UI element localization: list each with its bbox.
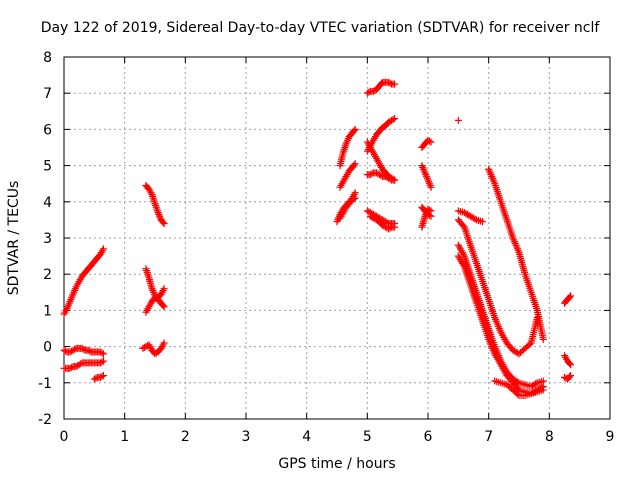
data-point: [567, 292, 575, 300]
data-point: [539, 335, 547, 343]
data-point: [160, 303, 168, 311]
y-tick-label: 5: [43, 159, 52, 175]
data-marker: [98, 358, 106, 366]
data-marker: [143, 268, 151, 276]
data-point: [99, 357, 107, 365]
data-marker: [377, 172, 385, 180]
data-point: [533, 314, 541, 322]
y-tick-label: 3: [43, 231, 52, 247]
data-point: [99, 245, 107, 253]
data-marker: [150, 198, 158, 206]
data-marker: [386, 79, 394, 87]
data-marker: [340, 147, 348, 155]
data-point: [427, 212, 435, 220]
x-tick-label: 8: [545, 429, 554, 445]
x-tick-label: 1: [120, 429, 129, 445]
data-marker: [92, 374, 100, 382]
data-marker: [386, 175, 394, 183]
data-marker: [152, 203, 160, 211]
x-tick-label: 4: [302, 429, 311, 445]
y-tick-label: 4: [43, 195, 52, 211]
data-marker: [159, 218, 167, 226]
data-point: [351, 189, 359, 197]
data-marker: [86, 347, 94, 355]
data-marker: [365, 88, 373, 96]
data-point: [567, 372, 575, 380]
data-marker: [426, 211, 434, 219]
y-tick-label: 8: [43, 50, 52, 66]
x-tick-label: 0: [60, 429, 69, 445]
data-marker: [98, 349, 106, 357]
y-tick-label: 2: [43, 267, 52, 283]
data-marker: [143, 267, 151, 275]
data-point: [160, 339, 168, 347]
data-marker: [80, 345, 88, 353]
data-point: [351, 160, 359, 168]
data-marker: [386, 224, 394, 232]
data-marker: [566, 359, 574, 367]
y-tick-label: 0: [43, 340, 52, 356]
x-tick-label: 3: [242, 429, 251, 445]
x-tick-label: 5: [363, 429, 372, 445]
data-point: [142, 265, 150, 273]
x-axis-label: GPS time / hours: [278, 456, 396, 472]
data-marker: [368, 170, 376, 178]
data-marker: [144, 272, 152, 280]
data-point: [567, 361, 575, 369]
y-tick-label: 6: [43, 122, 52, 138]
data-marker: [426, 137, 434, 145]
data-point: [351, 125, 359, 133]
data-marker: [566, 293, 574, 301]
data-marker: [159, 302, 167, 310]
data-marker: [340, 145, 348, 153]
data-marker: [77, 360, 85, 368]
data-marker: [71, 345, 79, 353]
chart-title: Day 122 of 2019, Sidereal Day-to-day VTE…: [40, 20, 600, 36]
y-tick-label: -1: [38, 376, 52, 392]
data-marker: [350, 127, 358, 135]
y-tick-label: 1: [43, 303, 52, 319]
data-point: [454, 116, 462, 124]
data-point: [427, 183, 435, 191]
data-point: [99, 372, 107, 380]
data-marker: [532, 380, 540, 388]
data-marker: [350, 161, 358, 169]
data-marker: [513, 390, 521, 398]
data-point: [391, 115, 399, 123]
x-tick-label: 6: [424, 429, 433, 445]
data-point: [391, 223, 399, 231]
data-marker: [144, 270, 152, 278]
data-point: [391, 80, 399, 88]
data-marker: [150, 196, 158, 204]
data-marker: [68, 363, 76, 371]
data-marker: [152, 201, 160, 209]
x-tick-label: 9: [606, 429, 615, 445]
x-tick-label: 2: [181, 429, 190, 445]
data-point: [99, 350, 107, 358]
data-marker: [62, 347, 70, 355]
data-point: [539, 386, 547, 394]
x-tick-label: 7: [484, 429, 493, 445]
data-point: [427, 138, 435, 146]
data-marker: [389, 115, 397, 123]
data-marker: [566, 373, 574, 381]
y-tick-label: -2: [38, 412, 52, 428]
data-point: [479, 218, 487, 226]
data-point: [160, 220, 168, 228]
data-point: [151, 200, 159, 208]
y-tick-label: 7: [43, 86, 52, 102]
data-point: [160, 285, 168, 293]
data-point: [391, 176, 399, 184]
data-marker: [471, 215, 479, 223]
data-marker: [98, 372, 106, 380]
